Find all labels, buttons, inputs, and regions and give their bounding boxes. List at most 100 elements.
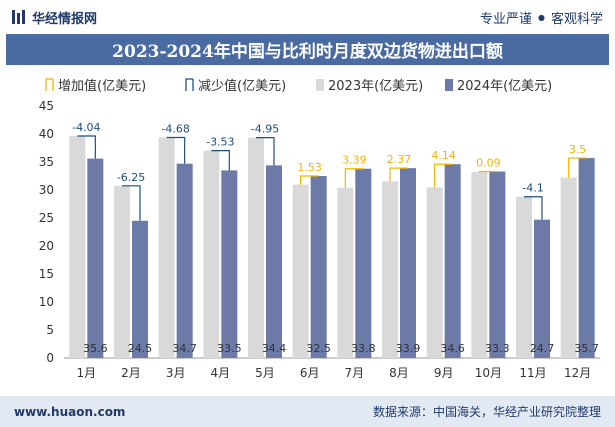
- bar-2023: [516, 196, 532, 358]
- bar-2024: [266, 165, 282, 358]
- y-tick-label: 40: [39, 127, 54, 141]
- y-tick-label: 10: [39, 295, 54, 309]
- bar-2023: [382, 181, 398, 358]
- bar-2023: [114, 185, 130, 358]
- value-label-2024: 35.6: [83, 342, 108, 355]
- x-tick-label: 1月: [77, 366, 97, 380]
- legend-label: 增加值(亿美元): [58, 78, 146, 94]
- bar-2024: [534, 219, 550, 358]
- footer: www.huaon.com 数据来源：中国海关，华经产业研究院整理: [0, 396, 615, 427]
- top-bar: 华经情报网 专业严谨 ● 客观科学: [0, 0, 615, 34]
- x-tick-label: 2月: [121, 366, 141, 380]
- slogan-left: 专业严谨: [479, 11, 532, 27]
- decrease-bracket: [77, 135, 96, 159]
- bar-2023: [248, 137, 264, 358]
- legend-swatch-b23: [316, 79, 324, 91]
- change-label: 3.5: [569, 143, 587, 156]
- bar-2023: [426, 187, 443, 358]
- bar-2024: [132, 220, 148, 358]
- y-tick-label: 35: [39, 155, 54, 169]
- footer-source: 数据来源：中国海关，华经产业研究院整理: [372, 405, 601, 419]
- bar-2024: [221, 170, 238, 358]
- increase-bracket: [300, 175, 319, 185]
- change-label: -4.95: [251, 123, 279, 136]
- legend-label: 2023年(亿美元): [328, 79, 423, 94]
- value-label-2024: 35.7: [574, 342, 599, 355]
- footer-website: www.huaon.com: [14, 404, 126, 419]
- bar-2024: [444, 164, 461, 358]
- value-label-2024: 24.5: [128, 342, 153, 355]
- y-tick-label: 30: [39, 183, 54, 197]
- bar-2023: [337, 187, 354, 358]
- y-tick-label: 25: [39, 211, 54, 225]
- value-label-2024: 32.5: [306, 342, 331, 355]
- bar-2023: [471, 172, 488, 358]
- change-label: 0.09: [476, 157, 501, 170]
- bar-chart: 增加值(亿美元) 减少值(亿美元) 2023年(亿美元) 2024年(亿美元) 0 5 10…: [39, 78, 600, 380]
- change-label: 2.37: [387, 153, 412, 166]
- legend-label: 减少值(亿美元): [198, 78, 286, 94]
- y-tick-label: 0: [46, 351, 54, 365]
- bar-2023: [292, 184, 309, 358]
- value-label-2024: 34.7: [172, 342, 197, 355]
- chart-title: 2023-2024年中国与比利时月度双边货物进出口额: [112, 42, 503, 62]
- legend-label: 2024年(亿美元): [457, 79, 552, 94]
- x-tick-label: 8月: [389, 366, 409, 380]
- value-label-2024: 33.9: [396, 342, 421, 355]
- bar-2024: [578, 158, 595, 358]
- x-tick-label: 12月: [564, 366, 591, 380]
- increase-bracket: [344, 168, 364, 188]
- change-label: -4.68: [161, 122, 189, 135]
- y-tick-label: 5: [46, 323, 54, 337]
- slogan-separator: ●: [538, 12, 545, 22]
- decrease-bracket: [256, 137, 275, 166]
- x-tick-label: 4月: [211, 366, 231, 380]
- value-label-2024: 33.5: [217, 342, 242, 355]
- x-tick-label: 6月: [300, 366, 320, 380]
- value-label-2024: 24.7: [530, 342, 555, 355]
- slogan-right: 客观科学: [550, 11, 603, 27]
- value-label-2024: 33.3: [485, 342, 510, 355]
- bar-2023: [69, 136, 86, 358]
- change-label: -6.25: [117, 171, 145, 184]
- value-label-2024: 34.6: [440, 342, 465, 355]
- increase-bracket: [568, 157, 587, 178]
- change-label: -4.04: [72, 121, 100, 134]
- y-tick-label: 45: [39, 99, 54, 113]
- change-label: -3.53: [206, 136, 234, 149]
- x-tick-label: 10月: [475, 366, 502, 380]
- value-label-2024: 33.8: [351, 342, 376, 355]
- chart-title-bar: 2023-2024年中国与比利时月度双边货物进出口额: [6, 34, 609, 65]
- bar-2024: [310, 176, 327, 358]
- bar-2024: [176, 163, 193, 358]
- value-label-2024: 34.4: [262, 342, 287, 355]
- bar-2023: [560, 177, 577, 358]
- x-tick-label: 9月: [434, 366, 454, 380]
- x-tick-label: 11月: [519, 366, 546, 380]
- y-tick-label: 15: [39, 267, 54, 281]
- bar-2023: [203, 150, 220, 358]
- increase-bracket: [478, 170, 498, 173]
- logo-icon: [12, 10, 25, 24]
- change-label: 4.14: [431, 149, 456, 162]
- bar-2023: [158, 137, 175, 358]
- brand-name: 华经情报网: [32, 11, 98, 27]
- increase-bracket: [434, 163, 453, 188]
- legend-swatch-b24: [445, 79, 453, 91]
- decrease-bracket: [211, 150, 230, 171]
- decrease-bracket: [122, 185, 141, 221]
- x-tick-label: 3月: [166, 366, 186, 380]
- bar-2024: [355, 168, 372, 358]
- x-tick-label: 5月: [255, 366, 275, 380]
- x-tick-label: 7月: [345, 366, 365, 380]
- legend-swatch-inc: [45, 78, 54, 91]
- brand: 华经情报网: [12, 8, 97, 27]
- bar-2024: [400, 168, 416, 358]
- decrease-bracket: [166, 136, 186, 164]
- change-label: 1.53: [297, 161, 322, 174]
- decrease-bracket: [524, 196, 543, 220]
- change-label: -4.1: [522, 182, 543, 195]
- y-tick-label: 20: [39, 239, 54, 253]
- legend-swatch-dec: [185, 78, 194, 91]
- change-label: 3.39: [342, 154, 367, 167]
